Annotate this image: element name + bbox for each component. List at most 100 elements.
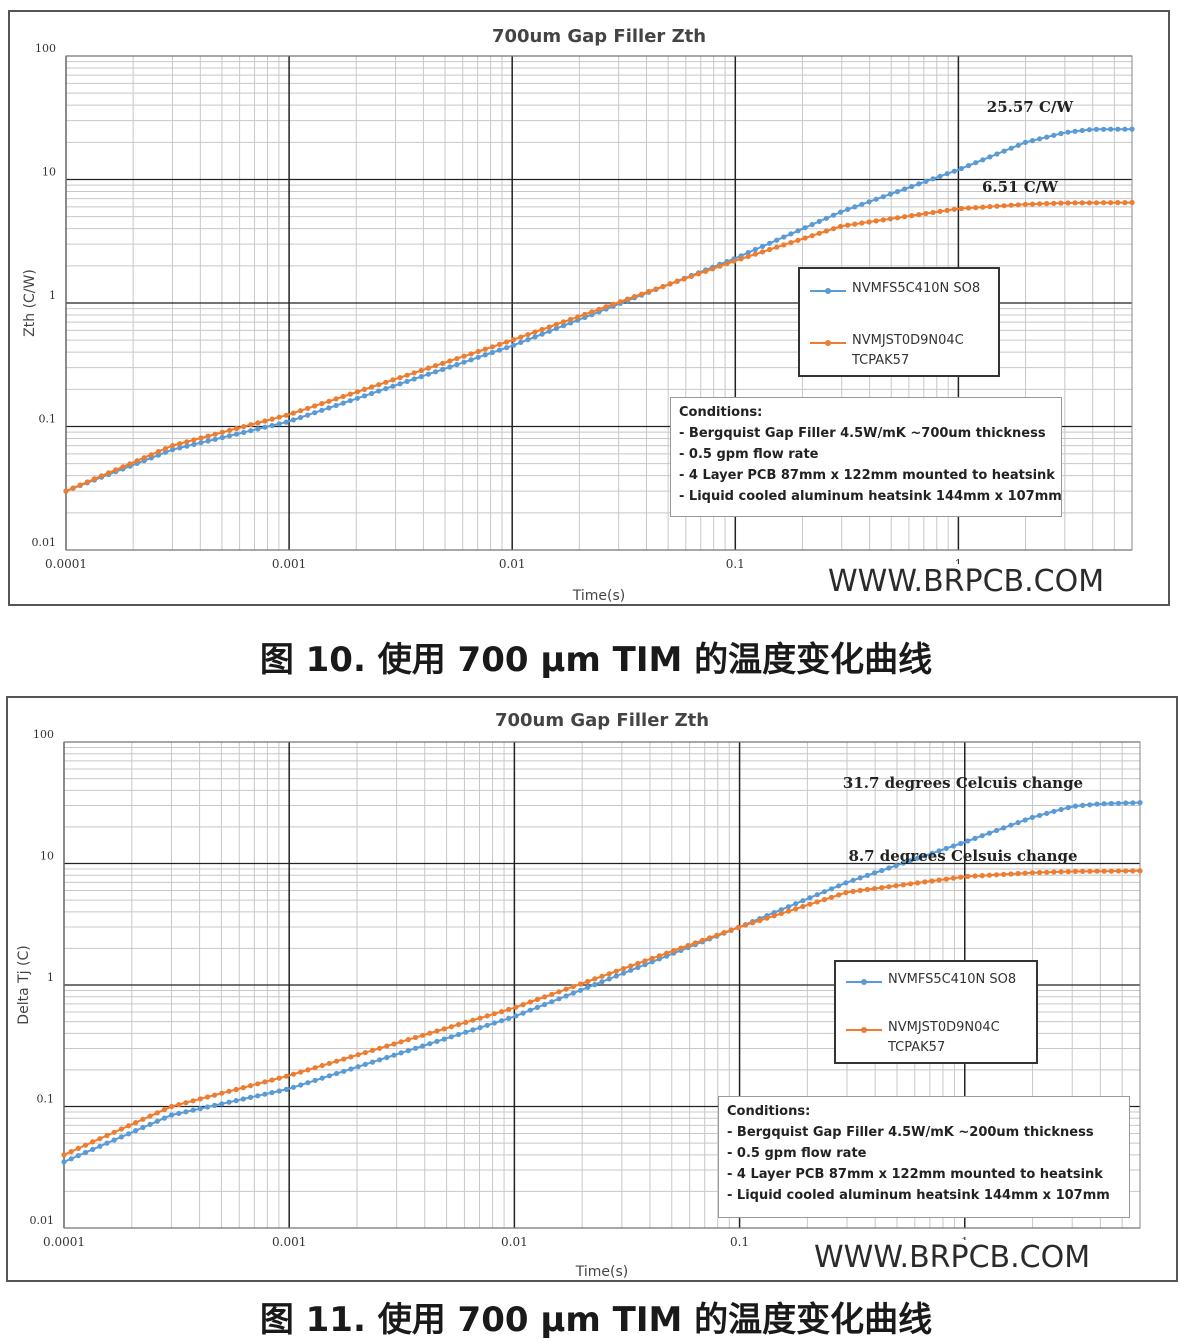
data-point — [603, 304, 609, 310]
conditions-line: - Liquid cooled aluminum heatsink 144mm … — [679, 489, 1062, 504]
data-point — [915, 880, 921, 886]
data-point — [678, 945, 684, 951]
data-point — [880, 194, 886, 200]
data-point — [427, 1030, 433, 1036]
data-point — [233, 1098, 239, 1104]
y-tick-label: 100 — [35, 42, 56, 55]
conditions-line: Conditions: — [679, 405, 763, 420]
data-point — [745, 253, 751, 260]
data-point — [147, 1121, 153, 1127]
data-point — [161, 1107, 167, 1113]
data-point — [624, 296, 631, 302]
data-point — [283, 1073, 289, 1079]
data-point — [606, 976, 612, 982]
data-point — [384, 1043, 390, 1049]
data-point — [532, 334, 538, 340]
data-point — [326, 1060, 332, 1066]
legend-item-series2: NVMJST0D9N04C TCPAK57 — [810, 333, 982, 371]
data-point — [447, 364, 453, 370]
data-point — [475, 354, 481, 360]
data-point — [354, 395, 360, 401]
data-point — [894, 215, 901, 221]
data-point — [440, 366, 446, 372]
data-point — [1101, 868, 1107, 874]
data-point — [398, 1050, 404, 1056]
data-point — [197, 1106, 203, 1112]
data-point — [297, 414, 304, 421]
data-point — [1101, 126, 1107, 132]
data-point — [542, 1001, 548, 1008]
y-tick-label: 1 — [49, 289, 56, 302]
data-point — [814, 892, 820, 898]
data-point — [823, 215, 830, 221]
data-point — [902, 186, 908, 192]
data-point — [1122, 126, 1128, 132]
data-point — [70, 485, 76, 491]
data-point — [965, 163, 972, 169]
data-point — [1086, 200, 1092, 206]
data-point — [1015, 820, 1021, 826]
data-point — [1065, 129, 1071, 135]
data-point — [795, 237, 801, 243]
data-point — [850, 888, 856, 894]
data-point — [923, 178, 929, 184]
data-point — [506, 1006, 512, 1012]
data-point — [994, 151, 1000, 157]
data-point — [276, 1075, 282, 1081]
data-point — [518, 334, 524, 340]
data-point — [556, 989, 562, 995]
data-point — [205, 438, 211, 444]
data-point — [994, 203, 1000, 209]
data-point — [448, 1034, 454, 1040]
data-point — [728, 927, 734, 933]
data-point — [148, 452, 154, 458]
data-point — [248, 422, 254, 428]
data-point — [169, 1112, 175, 1118]
data-point — [75, 1145, 81, 1151]
data-point — [1137, 868, 1143, 874]
data-point — [1051, 132, 1057, 138]
legend-label: NVMFS5C410N SO8 — [852, 281, 981, 296]
data-point — [90, 1146, 96, 1152]
data-point — [126, 1123, 132, 1129]
data-point — [549, 991, 555, 997]
data-point — [575, 314, 581, 320]
data-point — [1065, 869, 1071, 875]
data-point — [951, 168, 957, 174]
data-point — [759, 243, 766, 249]
data-point — [879, 885, 885, 891]
data-point — [958, 205, 965, 212]
data-point — [900, 860, 906, 866]
data-point — [685, 942, 691, 949]
data-point — [1008, 871, 1014, 877]
data-point — [355, 1052, 361, 1058]
data-point — [958, 840, 964, 847]
data-point — [843, 880, 849, 886]
data-point — [539, 331, 545, 337]
data-point — [859, 201, 865, 207]
data-point — [390, 383, 396, 389]
data-point — [463, 1029, 469, 1035]
watermark: WWW.BRPCB.COM — [808, 1240, 1097, 1275]
data-point — [269, 422, 275, 429]
data-point — [823, 228, 830, 234]
data-point — [546, 328, 552, 334]
data-point — [525, 337, 531, 343]
data-point — [902, 214, 908, 220]
data-point — [660, 283, 666, 290]
data-point — [1115, 126, 1121, 132]
data-point — [752, 251, 758, 257]
data-point — [1123, 800, 1129, 806]
data-point — [1029, 870, 1035, 876]
data-point — [649, 955, 655, 961]
data-point — [191, 441, 197, 447]
data-point — [1065, 804, 1071, 811]
data-point — [511, 337, 517, 343]
data-point — [866, 219, 872, 225]
data-point — [484, 1022, 490, 1028]
data-point — [334, 1070, 340, 1077]
data-point — [420, 1032, 426, 1038]
data-point — [312, 410, 318, 416]
data-point — [745, 250, 751, 256]
